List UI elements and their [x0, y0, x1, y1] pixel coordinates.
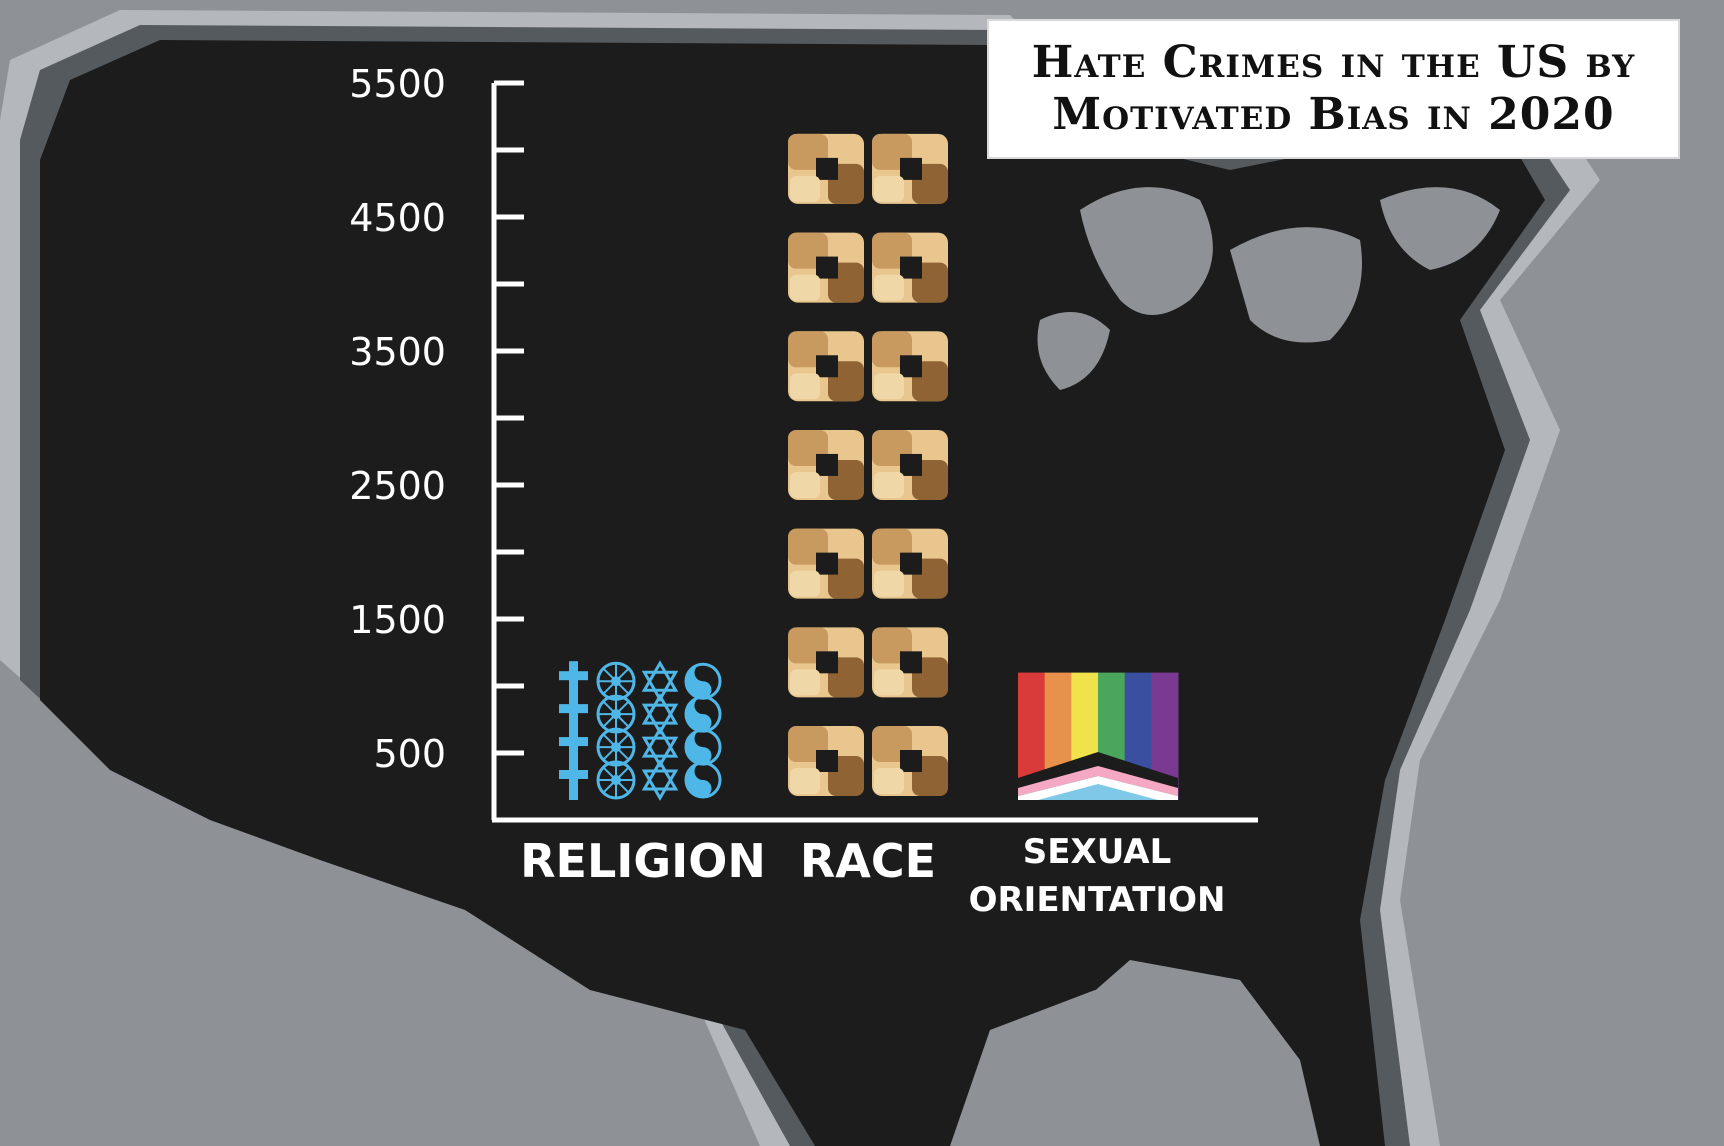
category-labels: RELIGION RACE SEXUAL ORIENTATION — [520, 832, 1225, 920]
raised-fists-icon — [788, 133, 948, 204]
raised-fists-icon — [788, 528, 948, 599]
x-category-label: ORIENTATION — [969, 880, 1226, 920]
atlantic-shape — [1440, 60, 1724, 1146]
raised-fists-icon — [788, 232, 948, 303]
lake-shape — [1037, 312, 1110, 390]
religion-symbols-icon — [559, 660, 722, 703]
bar-race — [788, 133, 948, 796]
raised-fists-icon — [788, 429, 948, 500]
title-line-1: Hate Crimes in the US by — [1031, 37, 1636, 88]
bar-religion — [559, 660, 722, 801]
lake-shape — [1080, 187, 1213, 315]
x-category-label: RACE — [800, 834, 936, 888]
y-tick-label: 500 — [373, 732, 446, 776]
y-tick-label: 3500 — [349, 330, 446, 374]
bars — [559, 133, 1179, 801]
religion-symbols-icon — [559, 759, 722, 801]
x-category-label: RELIGION — [520, 834, 766, 888]
lake-shape — [1230, 227, 1362, 343]
axes: 500 1500 2500 3500 4500 5500 — [349, 62, 1258, 823]
title-line-2: Motivated Bias in 2020 — [1052, 89, 1615, 140]
x-category-label: SEXUAL — [1023, 832, 1171, 872]
raised-fists-icon — [788, 331, 948, 402]
y-tick-label: 4500 — [349, 196, 446, 240]
raised-fists-icon — [788, 726, 948, 796]
chart-title: Hate Crimes in the US by Motivated Bias … — [987, 19, 1680, 159]
y-tick-label: 5500 — [349, 62, 446, 106]
bar-sexual-orientation — [1018, 672, 1179, 800]
religion-symbols-icon — [559, 726, 722, 769]
y-tick-label: 2500 — [349, 464, 446, 508]
gulf-shape — [1000, 960, 1320, 1146]
pride-flag-icon — [1018, 672, 1179, 800]
religion-symbols-icon — [559, 693, 722, 736]
raised-fists-icon — [788, 627, 948, 698]
y-tick-label: 1500 — [349, 598, 446, 642]
lake-shape — [1380, 187, 1500, 270]
